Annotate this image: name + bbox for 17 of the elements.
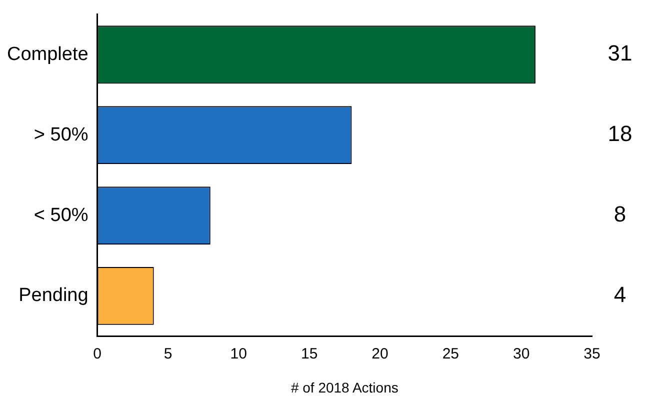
- x-tick-label: 15: [300, 345, 318, 362]
- x-tick-label: 5: [164, 345, 172, 362]
- y-tick-label: < 50%: [34, 204, 88, 226]
- data-label: 4: [614, 282, 626, 308]
- x-tick-label: 20: [372, 345, 388, 362]
- x-axis-title: # of 2018 Actions: [290, 379, 398, 396]
- x-tick-label: 30: [512, 345, 530, 362]
- x-tick-label: 10: [230, 345, 247, 362]
- x-tick-label: 0: [93, 345, 102, 362]
- x-tick-label: 35: [584, 345, 600, 362]
- data-label: 31: [608, 40, 632, 66]
- x-tick-label: 25: [442, 345, 460, 362]
- y-tick-label: Pending: [18, 285, 88, 306]
- data-label: 18: [608, 121, 632, 146]
- y-tick-label: Complete: [6, 44, 88, 65]
- y-tick-label: > 50%: [34, 124, 88, 146]
- data-label: 8: [614, 202, 626, 227]
